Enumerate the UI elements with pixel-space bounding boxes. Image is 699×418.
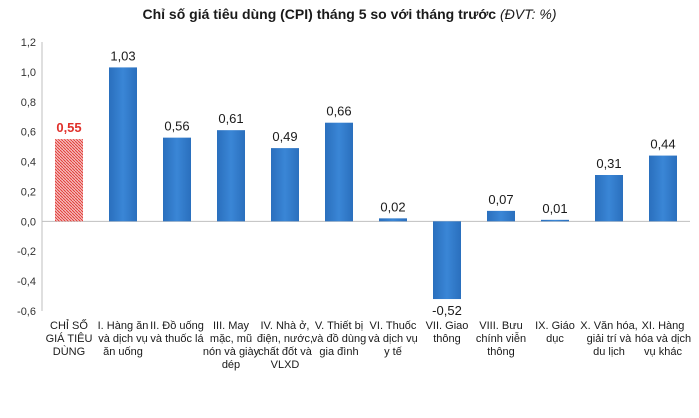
bar <box>433 221 461 300</box>
category-label: IX. Giáo dục <box>535 320 575 345</box>
data-label: -0,52 <box>432 303 462 318</box>
bar <box>541 219 569 222</box>
category-label: I. Hàng ăn và dịch vụ ăn uống <box>97 320 149 358</box>
bar <box>379 218 407 222</box>
data-label: 0,07 <box>488 192 513 207</box>
bar <box>271 148 299 222</box>
y-tick-label: 1,0 <box>21 67 36 79</box>
y-tick-label: -0,6 <box>17 306 36 318</box>
y-tick-label: -0,2 <box>17 246 36 258</box>
bar <box>217 130 245 222</box>
data-label: 0,02 <box>380 199 405 214</box>
data-label: 0,49 <box>272 129 297 144</box>
bar-highlight <box>55 139 83 222</box>
category-label: II. Đồ uống và thuốc lá <box>150 320 204 345</box>
category-label: X. Văn hóa, giải trí và du lịch <box>580 320 638 358</box>
y-tick-label: -0,4 <box>17 276 36 288</box>
chart-title-text: Chỉ số giá tiêu dùng (CPI) tháng 5 so vớ… <box>142 6 497 22</box>
category-label: CHỈ SỐ GIÁ TIÊU DÙNG <box>45 320 93 358</box>
category-label: VIII. Bưu chính viễn thông <box>475 320 527 358</box>
bar <box>649 155 677 222</box>
data-label: 0,66 <box>326 104 351 119</box>
category-label: V. Thiết bị và đồ dùng gia đình <box>311 320 367 358</box>
data-label: 0,01 <box>542 201 567 216</box>
y-tick-label: 0,6 <box>21 127 36 139</box>
data-label: 0,55 <box>56 120 81 135</box>
bar <box>487 210 515 222</box>
chart-title: Chỉ số giá tiêu dùng (CPI) tháng 5 so vớ… <box>0 6 699 22</box>
y-tick-label: 0,2 <box>21 186 36 198</box>
data-label: 1,03 <box>110 48 135 63</box>
bar <box>109 67 137 222</box>
data-label: 0,61 <box>218 111 243 126</box>
data-label: 0,31 <box>596 156 621 171</box>
category-label: III. May mặc, mũ nón và giày dép <box>202 320 260 371</box>
bar <box>595 175 623 222</box>
y-tick-label: 1,2 <box>21 37 36 49</box>
bar <box>163 137 191 222</box>
chart-title-unit: (ĐVT: %) <box>499 6 557 22</box>
y-tick-label: 0,8 <box>21 97 36 109</box>
data-label: 0,44 <box>650 137 675 152</box>
bar <box>325 122 353 222</box>
category-label: VI. Thuốc và dịch vụ y tế <box>368 320 418 358</box>
y-tick-label: 0,0 <box>21 216 36 228</box>
category-label: IV. Nhà ở, điện, nước, chất đốt và VLXD <box>256 320 314 371</box>
y-tick-label: 0,4 <box>21 157 36 169</box>
category-label: VII. Giao thông <box>425 320 469 345</box>
category-label: XI. Hàng hóa và dịch vụ khác <box>634 320 692 358</box>
data-label: 0,56 <box>164 119 189 134</box>
